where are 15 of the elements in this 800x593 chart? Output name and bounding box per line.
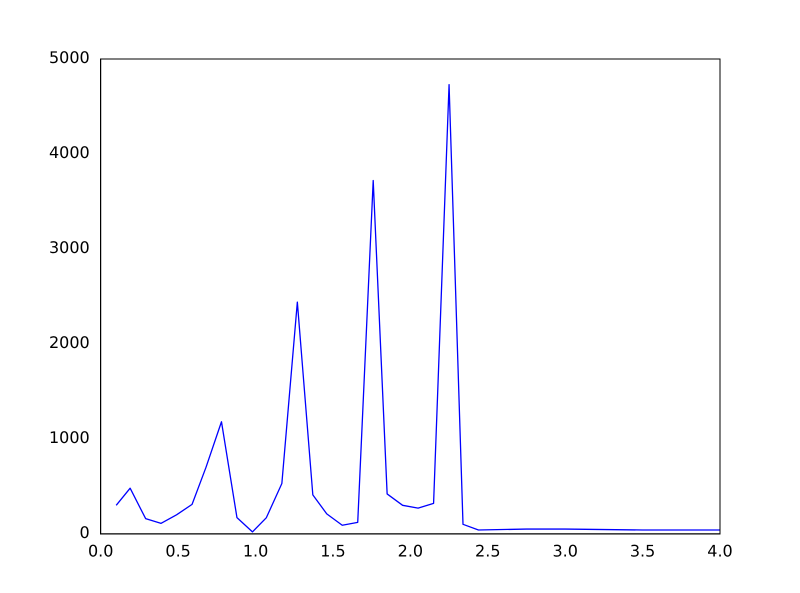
x-tick-label: 0.5 <box>165 542 191 561</box>
x-tick-label: 4.0 <box>707 542 733 561</box>
y-tick-label: 1000 <box>49 428 90 447</box>
x-tick-label: 2.0 <box>398 542 424 561</box>
x-tick-label: 3.0 <box>552 542 578 561</box>
x-tick-label: 0.0 <box>88 542 114 561</box>
x-tick-label: 1.5 <box>320 542 346 561</box>
x-tick-label: 1.0 <box>242 542 268 561</box>
y-tick-label: 0 <box>80 522 90 542</box>
x-tick-label: 3.5 <box>630 542 656 561</box>
y-tick-label: 5000 <box>49 48 90 68</box>
y-tick-label: 3000 <box>49 238 90 258</box>
y-tick-label: 4000 <box>49 143 90 162</box>
x-tick-label: 2.5 <box>475 542 500 561</box>
y-tick-label: 2000 <box>49 333 90 352</box>
